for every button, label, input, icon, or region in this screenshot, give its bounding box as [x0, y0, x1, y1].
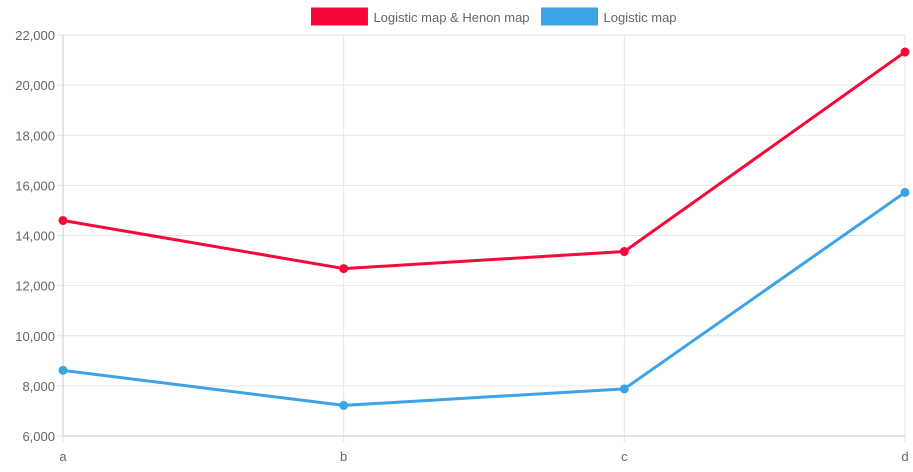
x-tick-label: b: [340, 449, 347, 464]
data-point[interactable]: [339, 400, 349, 410]
y-tick-label: 18,000: [15, 128, 55, 143]
legend-label: Logistic map: [604, 10, 677, 25]
legend-swatch: [310, 7, 368, 26]
data-point[interactable]: [900, 187, 910, 197]
legend-swatch: [541, 7, 599, 26]
y-tick-label: 10,000: [15, 329, 55, 344]
x-axis-ticks: a b c d: [59, 449, 908, 464]
y-tick-label: 6,000: [22, 429, 55, 444]
legend-item[interactable]: Logistic map: [541, 7, 677, 26]
y-tick-label: 12,000: [15, 279, 55, 294]
data-point[interactable]: [619, 247, 629, 257]
legend-label: Logistic map & Henon map: [373, 10, 529, 25]
y-tick-label: 20,000: [15, 78, 55, 93]
y-tick-label: 8,000: [22, 379, 55, 394]
data-point[interactable]: [900, 47, 910, 57]
data-point[interactable]: [58, 215, 68, 225]
y-tick-label: 16,000: [15, 178, 55, 193]
data-point[interactable]: [58, 365, 68, 375]
x-tick-label: d: [901, 449, 908, 464]
y-tick-label: 22,000: [15, 28, 55, 43]
data-point[interactable]: [339, 264, 349, 274]
series-line: [61, 50, 907, 271]
series-1: [58, 187, 910, 410]
x-tick-label: c: [621, 449, 628, 464]
series-0: [58, 47, 910, 274]
grid-layer: [57, 34, 906, 442]
y-tick-label: 14,000: [15, 229, 55, 244]
legend[interactable]: Logistic map & Henon map Logistic map: [310, 7, 677, 26]
x-tick-label: a: [59, 449, 67, 464]
legend-item[interactable]: Logistic map & Henon map: [310, 7, 530, 26]
series-line: [61, 190, 907, 407]
data-point[interactable]: [619, 384, 629, 394]
series-layer: [58, 47, 910, 410]
y-axis-ticks: 6,000 8,000 10,000 12,000 14,000 16,000 18,000…: [15, 28, 55, 444]
